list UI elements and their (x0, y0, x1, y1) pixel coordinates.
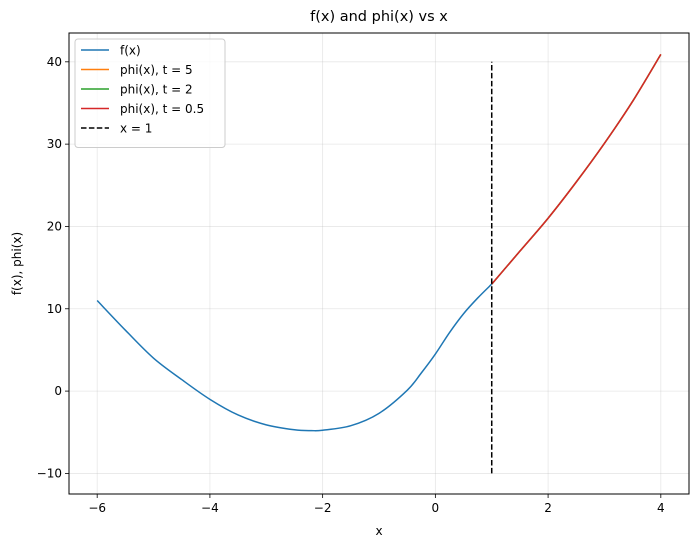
plot-frame (68, 32, 690, 495)
series-line-3 (491, 54, 662, 285)
y-tick-label: 10 (47, 302, 62, 316)
x-tick-label: 2 (544, 501, 552, 515)
ticks: −6 −4 −2 0 2 4 −10 0 10 20 30 40 (37, 55, 665, 515)
legend-label: phi(x), t = 0.5 (120, 102, 204, 116)
x-tick-label: 0 (432, 501, 440, 515)
y-tick-label: 40 (47, 55, 62, 69)
x-axis-label: x (375, 524, 382, 538)
legend-label: phi(x), t = 2 (120, 83, 193, 97)
series-line-0 (96, 283, 493, 432)
y-tick-label: 20 (47, 219, 62, 233)
legend-label: f(x) (120, 44, 141, 58)
legend-label: phi(x), t = 5 (120, 63, 193, 77)
y-tick-label: −10 (37, 466, 62, 480)
x-tick-label: 4 (657, 501, 665, 515)
y-tick-label: 0 (54, 384, 62, 398)
x-tick-label: −2 (314, 501, 332, 515)
series-layer (96, 54, 662, 474)
y-tick-label: 30 (47, 137, 62, 151)
y-axis-label: f(x), phi(x) (10, 232, 24, 295)
x-tick-label: −6 (88, 501, 106, 515)
legend: f(x) phi(x), t = 5 phi(x), t = 2 phi(x), t … (74, 38, 226, 148)
legend-label: x = 1 (120, 122, 152, 136)
grid (69, 33, 689, 494)
legend-box (74, 38, 226, 148)
x-tick-label: −4 (201, 501, 219, 515)
chart-title: f(x) and phi(x) vs x (310, 9, 448, 25)
